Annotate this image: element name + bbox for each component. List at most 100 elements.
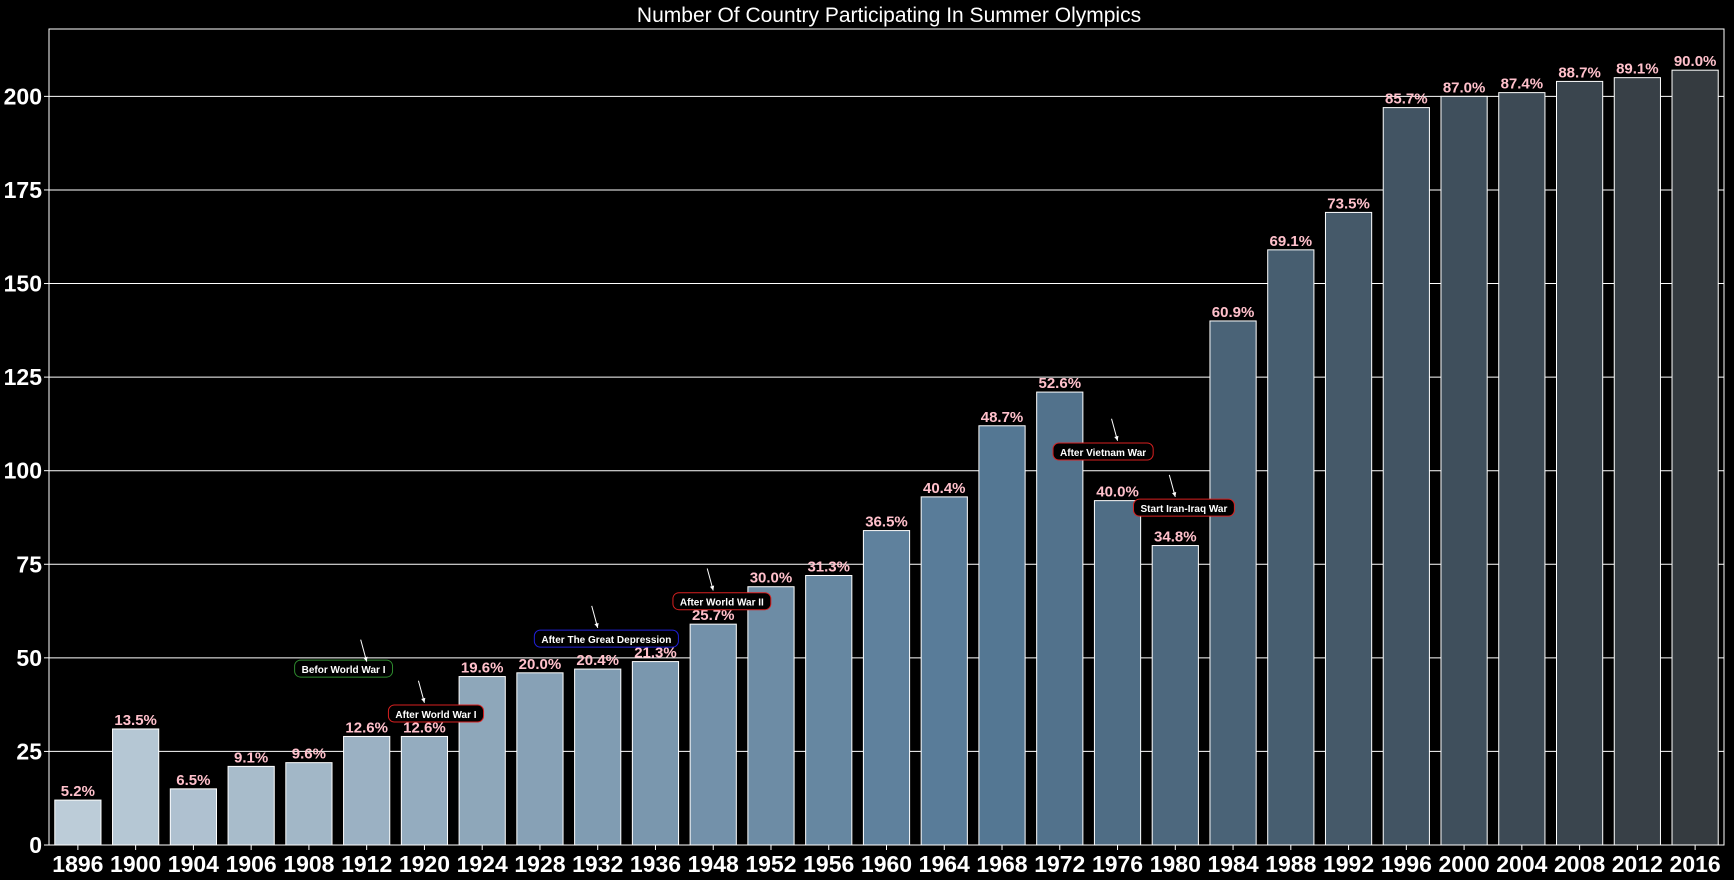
bar-data-label: 13.5% (114, 712, 157, 729)
x-tick-label: 1906 (226, 851, 277, 877)
bar-data-label: 9.1% (234, 749, 268, 766)
annotation: After World War II (672, 568, 772, 611)
annotation-arrowhead (1114, 435, 1119, 441)
bar (112, 728, 160, 846)
bar-data-label: 87.4% (1501, 76, 1544, 93)
annotation-box (672, 592, 772, 611)
bar-data-label: 85.7% (1385, 91, 1428, 108)
x-tick-label: 2004 (1496, 851, 1547, 877)
y-axis: 0 25 50 75 100 125 150 175 200 (4, 83, 49, 858)
annotation-box (387, 704, 485, 723)
y-tick-label: 175 (4, 177, 43, 203)
x-axis: 1896 1900 1904 1906 1908 1912 1920 1924 1928 1932… (52, 845, 1721, 877)
bar (285, 762, 333, 846)
bar (1036, 391, 1084, 846)
y-tick-label: 75 (16, 551, 42, 577)
bar (574, 668, 622, 846)
bar (169, 788, 218, 846)
x-tick-label: 1904 (168, 851, 219, 877)
bar-data-label: 6.5% (176, 772, 210, 789)
x-tick-label: 1984 (1207, 851, 1258, 877)
x-tick-label: 1900 (110, 851, 161, 877)
chart-title: Number Of Country Participating In Summe… (637, 4, 1141, 27)
x-tick-label: 1956 (803, 851, 854, 877)
bar-data-label: 12.6% (403, 719, 446, 736)
bar-data-label: 20.4% (576, 652, 619, 669)
annotation-text: After World War I (395, 710, 476, 721)
bar-data-label: 89.1% (1616, 61, 1659, 78)
annotation-box (1052, 442, 1154, 461)
x-tick-label: 1912 (341, 851, 392, 877)
bar (862, 530, 911, 846)
bar (343, 735, 391, 846)
bar-data-label: 40.4% (923, 480, 966, 497)
y-tick-label: 50 (16, 645, 42, 671)
annotation-box (1133, 498, 1235, 517)
bar-data-label: 25.7% (692, 607, 735, 624)
bar (1382, 107, 1430, 846)
annotations: Befor World War I After World War I After … (294, 418, 1235, 723)
bar (1324, 211, 1373, 846)
x-tick-label: 1980 (1150, 851, 1201, 877)
x-tick-label: 1952 (745, 851, 796, 877)
annotation-box (533, 629, 679, 648)
bar (516, 672, 564, 846)
bar (631, 661, 680, 846)
annotation-arrowhead (421, 697, 426, 703)
bar-data-label: 19.6% (461, 660, 504, 677)
annotation-text: Befor World War I (302, 665, 386, 676)
y-tick-label: 150 (4, 271, 42, 297)
x-tick-label: 1924 (457, 851, 508, 877)
x-tick-label: 1968 (976, 851, 1027, 877)
annotation: After World War I (387, 680, 485, 723)
y-tick-label: 200 (4, 83, 42, 109)
x-tick-label: 2000 (1439, 851, 1490, 877)
bar-data-label: 12.6% (345, 719, 388, 736)
x-tick-label: 2016 (1670, 851, 1721, 877)
x-tick-label: 1976 (1092, 851, 1143, 877)
annotation: Start Iran-Iraq War (1133, 474, 1235, 517)
y-tick-label: 25 (16, 738, 42, 764)
bar (920, 496, 968, 846)
x-tick-label: 1928 (514, 851, 565, 877)
data-labels: 5.2% 13.5% 6.5% 9.1% 9.6% 12.6% 12.6% 19.6% 20.0… (61, 53, 1717, 800)
bar (1209, 320, 1257, 846)
x-tick-label: 1908 (283, 851, 334, 877)
bar-data-label: 30.0% (750, 570, 793, 587)
annotation-text: After Vietnam War (1060, 448, 1146, 459)
x-tick-label: 1972 (1034, 851, 1085, 877)
bar (1093, 500, 1142, 846)
y-tick-label: 0 (29, 832, 42, 858)
bar (227, 765, 275, 846)
annotation-text: After The Great Depression (541, 635, 671, 646)
annotation-text: Start Iran-Iraq War (1141, 504, 1228, 515)
annotation-arrowhead (1172, 491, 1177, 497)
x-tick-label: 2008 (1554, 851, 1605, 877)
bar-data-label: 88.7% (1558, 64, 1601, 81)
x-tick-label: 1996 (1381, 851, 1432, 877)
annotation-arrowhead (363, 656, 368, 662)
bar-data-label: 31.3% (807, 558, 850, 575)
x-tick-label: 1948 (688, 851, 739, 877)
bar-data-label: 73.5% (1327, 195, 1370, 212)
bar-data-label: 60.9% (1212, 304, 1255, 321)
bar (747, 586, 795, 846)
bar-data-label: 21.3% (634, 645, 677, 662)
x-tick-label: 1960 (861, 851, 912, 877)
bar (1267, 249, 1315, 846)
annotation: Befor World War I (294, 639, 394, 678)
bar-data-label: 48.7% (981, 409, 1024, 426)
annotation-arrowhead (709, 585, 715, 591)
x-tick-label: 1988 (1265, 851, 1316, 877)
annotation-arrowhead (594, 622, 599, 628)
annotation-box (294, 659, 394, 678)
bar-data-label: 9.6% (292, 746, 326, 763)
bar (1613, 77, 1661, 846)
x-tick-label: 2012 (1612, 851, 1663, 877)
y-tick-label: 100 (4, 458, 42, 484)
bar-data-label: 52.6% (1039, 375, 1082, 392)
annotation-text: After World War II (680, 598, 764, 609)
bar-data-label: 34.8% (1154, 529, 1197, 546)
bar-data-label: 69.1% (1270, 233, 1313, 250)
